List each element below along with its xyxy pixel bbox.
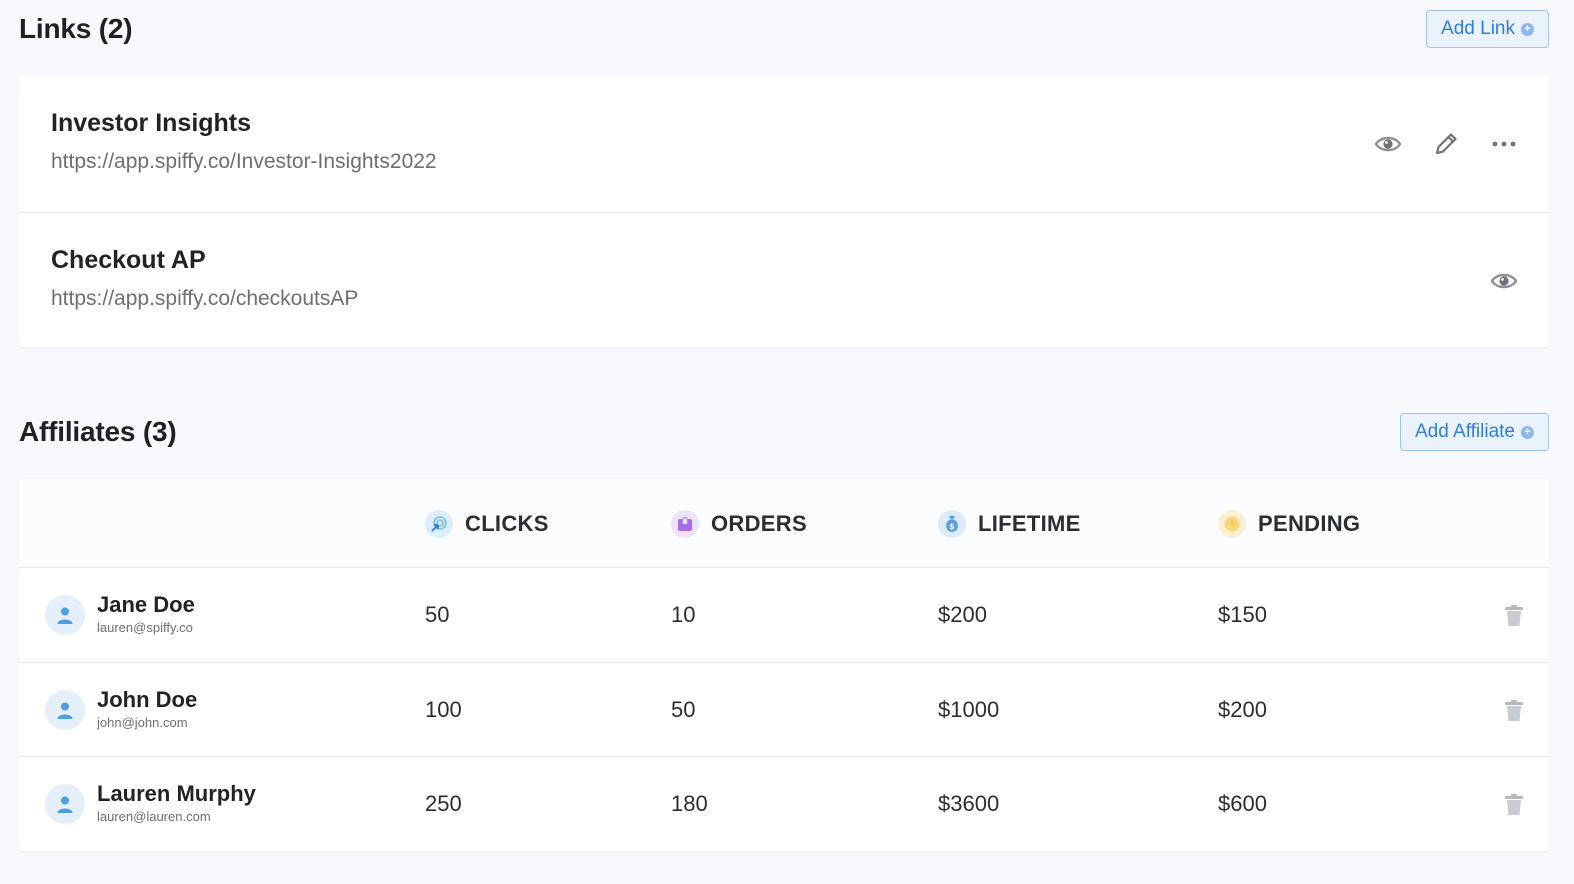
orders-value: 50 xyxy=(671,697,696,722)
link-url[interactable]: https://app.spiffy.co/checkoutsAP xyxy=(51,287,359,310)
trash-icon[interactable] xyxy=(1503,699,1525,723)
column-label: PENDING xyxy=(1258,510,1361,536)
links-title: Links (2) xyxy=(19,13,133,44)
links-list: Investor Insights https://app.spiffy.co/… xyxy=(19,76,1549,347)
trash-icon[interactable] xyxy=(1503,793,1525,817)
plus-circle-icon: + xyxy=(1521,425,1534,439)
add-affiliate-label: Add Affiliate xyxy=(1414,421,1515,442)
pending-value: $600 xyxy=(1218,791,1267,816)
column-clicks[interactable]: CLICKS xyxy=(425,479,549,568)
plus-circle-icon: + xyxy=(1521,22,1534,36)
user-icon xyxy=(45,595,85,635)
column-label: LIFETIME xyxy=(978,510,1081,536)
link-item: Checkout AP https://app.spiffy.co/checko… xyxy=(19,212,1549,348)
column-label: CLICKS xyxy=(465,510,549,536)
cursor-click-icon xyxy=(425,509,453,538)
table-row: John Doe john@john.com 100 50 $1000 $200 xyxy=(19,662,1549,756)
clock-icon xyxy=(1218,509,1246,538)
affiliate-name: John Doe xyxy=(97,687,198,712)
link-name: Investor Insights xyxy=(51,109,252,137)
pending-value: $150 xyxy=(1218,602,1267,627)
clicks-value: 250 xyxy=(425,791,462,816)
affiliates-header: Affiliates (3) Add Affiliate + xyxy=(19,413,1549,451)
box-icon xyxy=(671,509,699,538)
link-url[interactable]: https://app.spiffy.co/Investor-Insights2… xyxy=(51,150,437,173)
affiliate-name: Jane Doe xyxy=(97,592,195,617)
link-item: Investor Insights https://app.spiffy.co/… xyxy=(19,76,1549,212)
table-row: Lauren Murphy lauren@lauren.com 250 180 … xyxy=(19,756,1549,850)
add-link-button[interactable]: Add Link + xyxy=(1426,10,1549,48)
eye-icon[interactable] xyxy=(1489,266,1519,296)
eye-icon[interactable] xyxy=(1373,129,1403,159)
user-icon xyxy=(45,784,85,824)
column-orders[interactable]: ORDERS xyxy=(671,479,807,568)
links-header: Links (2) Add Link + xyxy=(19,10,1549,48)
affiliates-title: Affiliates (3) xyxy=(19,416,177,447)
lifetime-value: $3600 xyxy=(938,791,1000,816)
user-icon xyxy=(45,690,85,730)
affiliate-email: lauren@lauren.com xyxy=(97,809,211,824)
trash-icon[interactable] xyxy=(1503,604,1525,628)
orders-value: 180 xyxy=(671,791,708,816)
link-name: Checkout AP xyxy=(51,246,206,274)
affiliate-email: john@john.com xyxy=(97,715,188,730)
table-row: Jane Doe lauren@spiffy.co 50 10 $200 $15… xyxy=(19,568,1549,662)
more-dots-icon[interactable] xyxy=(1489,129,1519,159)
affiliate-email: lauren@spiffy.co xyxy=(97,620,193,635)
svg-text:$: $ xyxy=(949,522,955,531)
add-link-label: Add Link xyxy=(1441,18,1515,39)
link-actions xyxy=(1373,129,1519,159)
column-pending[interactable]: PENDING xyxy=(1218,479,1360,568)
link-actions xyxy=(1489,266,1519,296)
column-lifetime[interactable]: $ LIFETIME xyxy=(938,479,1081,568)
affiliates-table: CLICKS ORDERS $ LIFETIME PENDING Jane Do… xyxy=(19,479,1549,851)
lifetime-value: $1000 xyxy=(938,697,1000,722)
money-bag-icon: $ xyxy=(938,509,966,538)
clicks-value: 100 xyxy=(425,697,462,722)
lifetime-value: $200 xyxy=(938,602,987,627)
pencil-icon[interactable] xyxy=(1431,129,1461,159)
pending-value: $200 xyxy=(1218,697,1267,722)
orders-value: 10 xyxy=(671,602,696,627)
add-affiliate-button[interactable]: Add Affiliate + xyxy=(1399,413,1549,451)
affiliate-name: Lauren Murphy xyxy=(97,781,256,806)
column-label: ORDERS xyxy=(711,510,807,536)
clicks-value: 50 xyxy=(425,602,450,627)
table-header: CLICKS ORDERS $ LIFETIME PENDING xyxy=(19,479,1549,568)
